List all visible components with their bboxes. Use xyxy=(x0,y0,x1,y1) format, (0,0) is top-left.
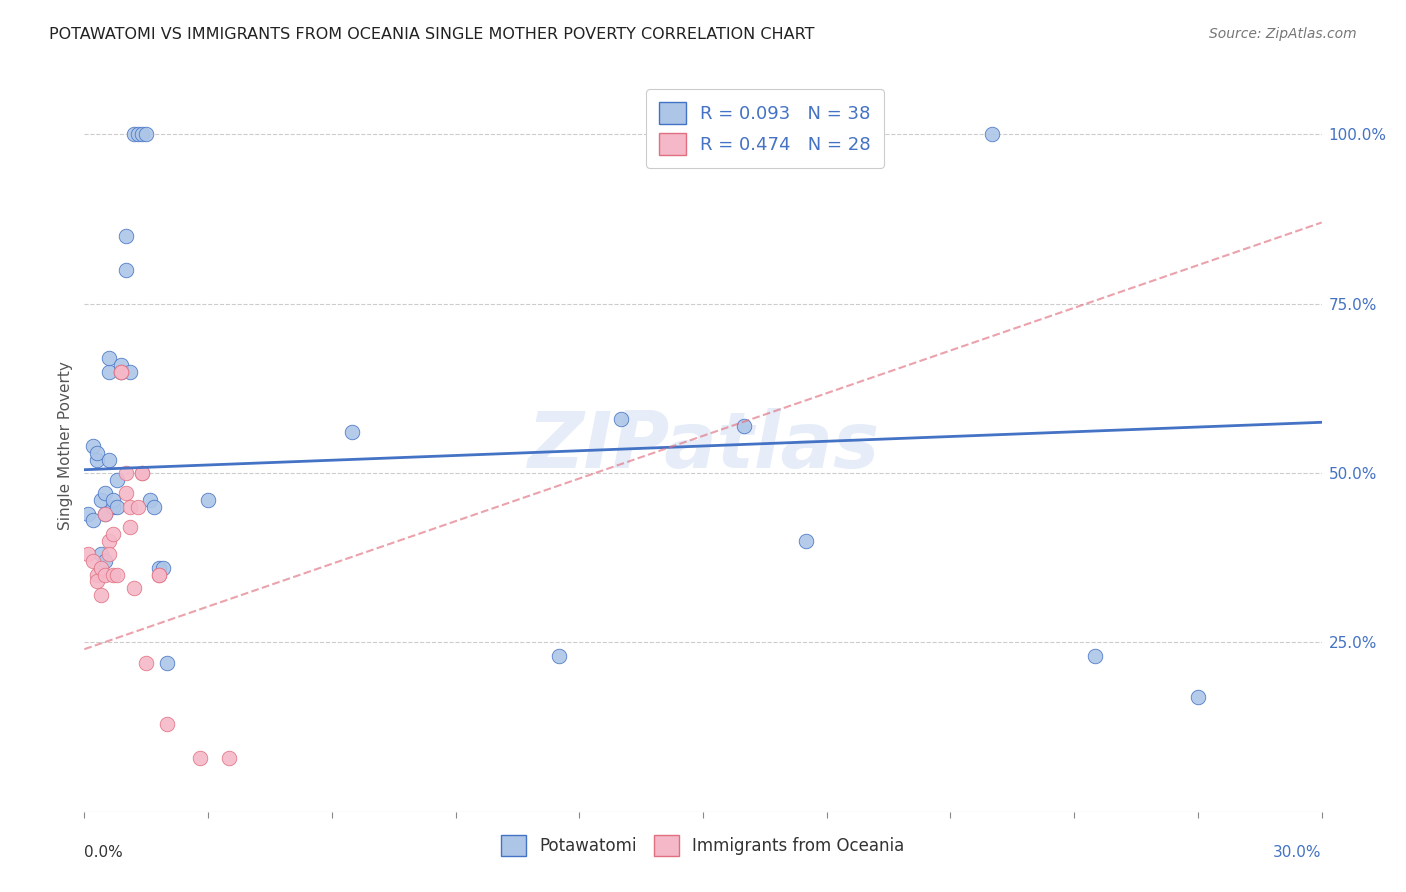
Point xyxy=(98,452,121,467)
Point xyxy=(110,364,132,378)
Point xyxy=(118,520,141,534)
Point xyxy=(103,500,125,514)
Point xyxy=(148,567,170,582)
Point xyxy=(110,364,132,378)
Point xyxy=(114,466,136,480)
Point xyxy=(139,493,162,508)
Point xyxy=(105,500,128,514)
Point xyxy=(86,574,108,589)
Point xyxy=(143,500,166,514)
Point xyxy=(94,486,117,500)
Point xyxy=(127,500,149,514)
Point xyxy=(188,750,211,764)
Text: Source: ZipAtlas.com: Source: ZipAtlas.com xyxy=(1209,27,1357,41)
Point xyxy=(86,446,108,460)
Point xyxy=(77,507,100,521)
Point xyxy=(110,358,132,372)
Point xyxy=(135,656,157,670)
Point xyxy=(547,648,569,663)
Point xyxy=(98,351,121,365)
Point xyxy=(94,554,117,568)
Text: ZIPatlas: ZIPatlas xyxy=(527,408,879,484)
Point xyxy=(103,527,125,541)
Point xyxy=(156,716,179,731)
Point xyxy=(103,493,125,508)
Point xyxy=(86,452,108,467)
Point xyxy=(86,567,108,582)
Point xyxy=(94,507,117,521)
Point xyxy=(94,507,117,521)
Point xyxy=(609,412,631,426)
Point xyxy=(1084,648,1107,663)
Point xyxy=(114,263,136,277)
Point xyxy=(980,128,1002,142)
Text: 30.0%: 30.0% xyxy=(1274,845,1322,860)
Point xyxy=(105,567,128,582)
Legend: Potawatomi, Immigrants from Oceania: Potawatomi, Immigrants from Oceania xyxy=(492,825,914,865)
Point xyxy=(98,364,121,378)
Point xyxy=(218,750,240,764)
Point xyxy=(1187,690,1209,704)
Point xyxy=(118,364,141,378)
Point xyxy=(82,514,104,528)
Point xyxy=(90,561,112,575)
Point xyxy=(131,466,153,480)
Point xyxy=(90,547,112,561)
Point xyxy=(733,418,755,433)
Text: 0.0%: 0.0% xyxy=(84,845,124,860)
Point xyxy=(110,364,132,378)
Point xyxy=(82,439,104,453)
Point xyxy=(152,561,174,575)
Y-axis label: Single Mother Poverty: Single Mother Poverty xyxy=(58,361,73,531)
Point xyxy=(98,547,121,561)
Point xyxy=(794,533,817,548)
Point xyxy=(342,425,364,440)
Point xyxy=(131,466,153,480)
Point xyxy=(114,486,136,500)
Point xyxy=(135,128,157,142)
Point xyxy=(77,547,100,561)
Text: POTAWATOMI VS IMMIGRANTS FROM OCEANIA SINGLE MOTHER POVERTY CORRELATION CHART: POTAWATOMI VS IMMIGRANTS FROM OCEANIA SI… xyxy=(49,27,814,42)
Point xyxy=(148,567,170,582)
Point xyxy=(122,128,145,142)
Point xyxy=(131,128,153,142)
Point xyxy=(98,533,121,548)
Point xyxy=(156,656,179,670)
Point xyxy=(90,588,112,602)
Point xyxy=(82,554,104,568)
Point xyxy=(118,500,141,514)
Point xyxy=(103,567,125,582)
Point xyxy=(122,581,145,595)
Point xyxy=(114,229,136,244)
Point xyxy=(90,493,112,508)
Point xyxy=(148,561,170,575)
Point xyxy=(94,567,117,582)
Point xyxy=(197,493,219,508)
Point xyxy=(127,128,149,142)
Point xyxy=(105,473,128,487)
